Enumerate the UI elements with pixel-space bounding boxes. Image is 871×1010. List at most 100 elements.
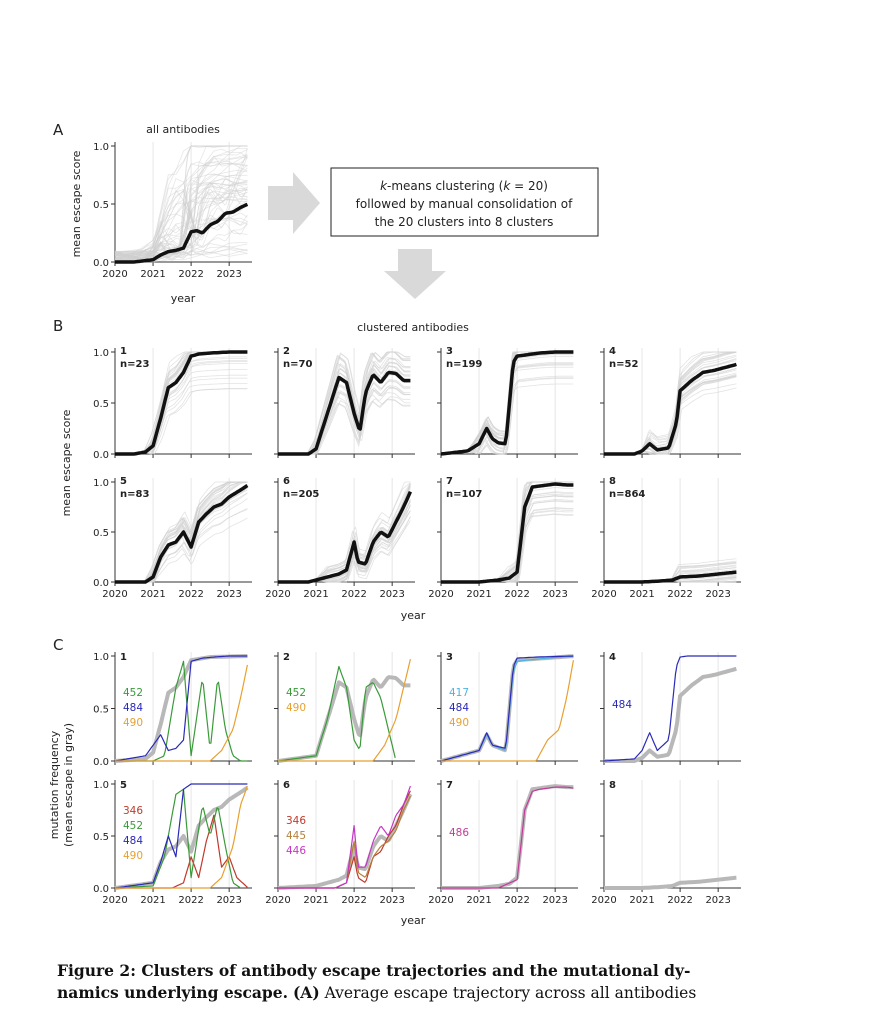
x-tick-label: 2021: [303, 589, 328, 600]
background-trajectory: [115, 156, 248, 262]
legend-site-417: 417: [449, 687, 469, 699]
cluster-number: 7: [446, 780, 453, 791]
y-tick-label: 0.5: [93, 399, 109, 410]
cluster-trajectory: [441, 500, 574, 583]
x-tick-label: 2022: [504, 589, 529, 600]
cluster-trajectory: [441, 493, 574, 583]
x-tick-label: 2023: [216, 895, 241, 906]
y-tick-label: 1.0: [93, 652, 109, 663]
cluster-trajectory: [441, 492, 574, 583]
panel-a-xlabel: year: [171, 292, 196, 305]
cluster-trajectory: [441, 498, 574, 583]
x-tick-label: 2020: [428, 589, 453, 600]
legend-site-452: 452: [123, 820, 143, 832]
figure-2: A 0.0 0.5 1.0 2020 2021 2022 2023 all antibodies…: [48, 121, 741, 927]
panel-c-xlabel: year: [401, 914, 426, 927]
cluster-number: 2: [283, 346, 290, 357]
legend-site-484: 484: [612, 699, 632, 711]
y-tick-label: 0.0: [93, 757, 109, 768]
x-tick-label: 2022: [667, 895, 692, 906]
cluster-mean-line: [603, 570, 737, 584]
panel-c-cluster-1: 0.0 0.5 1.0 1 452 484 490: [93, 652, 252, 768]
x-tick-label: 2023: [705, 895, 730, 906]
legend-site-452: 452: [286, 687, 306, 699]
x-tick-label: 2023: [542, 589, 567, 600]
x-tick-label: 2020: [265, 589, 290, 600]
panel-a-ylabel: mean escape score: [70, 150, 83, 257]
site-490-line: [115, 785, 248, 889]
legend-site-490: 490: [123, 717, 143, 729]
panel-b-cluster-1: 0.0 0.5 1.0 1 n=23: [93, 346, 252, 461]
site-452-line: [114, 788, 241, 889]
site-484-line: [603, 655, 737, 762]
cluster-number: 7: [446, 476, 453, 487]
panel-b-cluster-7: 2020 2021 2022 2023 7 n=107: [428, 476, 578, 600]
background-trajectory: [114, 148, 248, 261]
cluster-trajectory: [278, 370, 411, 455]
cluster-trajectory: [115, 377, 248, 455]
x-tick-label: 2020: [591, 589, 616, 600]
y-tick-label: 1.0: [93, 348, 109, 359]
cluster-size: n=52: [609, 359, 638, 370]
x-tick-label: 2023: [216, 589, 241, 600]
cluster-trajectory: [115, 388, 248, 455]
x-tick-label: 2022: [341, 895, 366, 906]
gray-mean-line: [603, 875, 737, 890]
legend-site-445: 445: [286, 830, 306, 842]
x-tick-label: 2021: [629, 895, 654, 906]
background-trajectory: [114, 177, 248, 256]
clustering-box: [330, 167, 599, 237]
site-484-line: [114, 655, 248, 762]
panel-b-xlabel: year: [401, 609, 426, 622]
panel-c-cluster-7: 2020 2021 2022 2023 7 486: [428, 780, 578, 906]
cluster-number: 8: [609, 476, 616, 487]
background-trajectory: [114, 223, 248, 260]
cluster-trajectory: [278, 380, 411, 455]
panel-label-a: A: [53, 121, 64, 139]
y-tick-label: 0.5: [93, 705, 109, 716]
clustering-box-line-1: k-means clustering (k = 20): [380, 179, 548, 193]
right-arrow-icon: [268, 172, 320, 234]
cluster-trajectory: [278, 399, 411, 455]
x-tick-label: 2023: [542, 895, 567, 906]
background-trajectory: [115, 182, 248, 259]
panel-b-title: clustered antibodies: [357, 321, 469, 334]
cluster-number: 6: [283, 780, 290, 791]
x-tick-label: 2023: [379, 895, 404, 906]
cluster-trajectory: [441, 495, 574, 583]
x-tick-label: 2022: [341, 589, 366, 600]
cluster-mean-line: [603, 362, 737, 456]
site-484-line: [114, 783, 248, 889]
x-tick-label: 2022: [178, 589, 203, 600]
cluster-size: n=199: [446, 359, 482, 370]
y-tick-label: 1.0: [93, 478, 109, 489]
down-arrow-icon: [384, 249, 446, 299]
cluster-mean-line: [114, 484, 249, 584]
x-tick-label: 2023: [379, 589, 404, 600]
y-tick-label: 1.0: [93, 142, 109, 153]
cluster-number: 3: [446, 346, 453, 357]
legend-site-490: 490: [286, 702, 306, 714]
cluster-number: 4: [609, 346, 616, 357]
y-tick-label: 0.5: [93, 528, 109, 539]
cluster-trajectory: [278, 392, 411, 455]
site-484-line: [440, 655, 574, 762]
x-tick-label: 2021: [140, 895, 165, 906]
cluster-mean-line: [277, 370, 411, 456]
cluster-size: n=205: [283, 489, 319, 500]
legend-site-346: 346: [123, 805, 143, 817]
cluster-mean-line: [440, 482, 574, 584]
panel-label-b: B: [53, 317, 63, 335]
x-tick-label: 2022: [504, 895, 529, 906]
cluster-number: 2: [283, 652, 290, 663]
legend-site-446: 446: [286, 845, 306, 857]
cluster-size: n=83: [120, 489, 149, 500]
caption-line-2: namics underlying escape. (A) Average es…: [57, 983, 697, 1002]
x-tick-label: 2020: [102, 269, 127, 280]
panel-c-cluster-4: 4 484: [600, 652, 741, 765]
cluster-number: 8: [609, 780, 616, 791]
site-490-line: [278, 659, 411, 762]
cluster-trajectory: [115, 388, 248, 455]
cluster-trajectory: [115, 374, 248, 455]
cluster-trajectory: [278, 396, 411, 455]
